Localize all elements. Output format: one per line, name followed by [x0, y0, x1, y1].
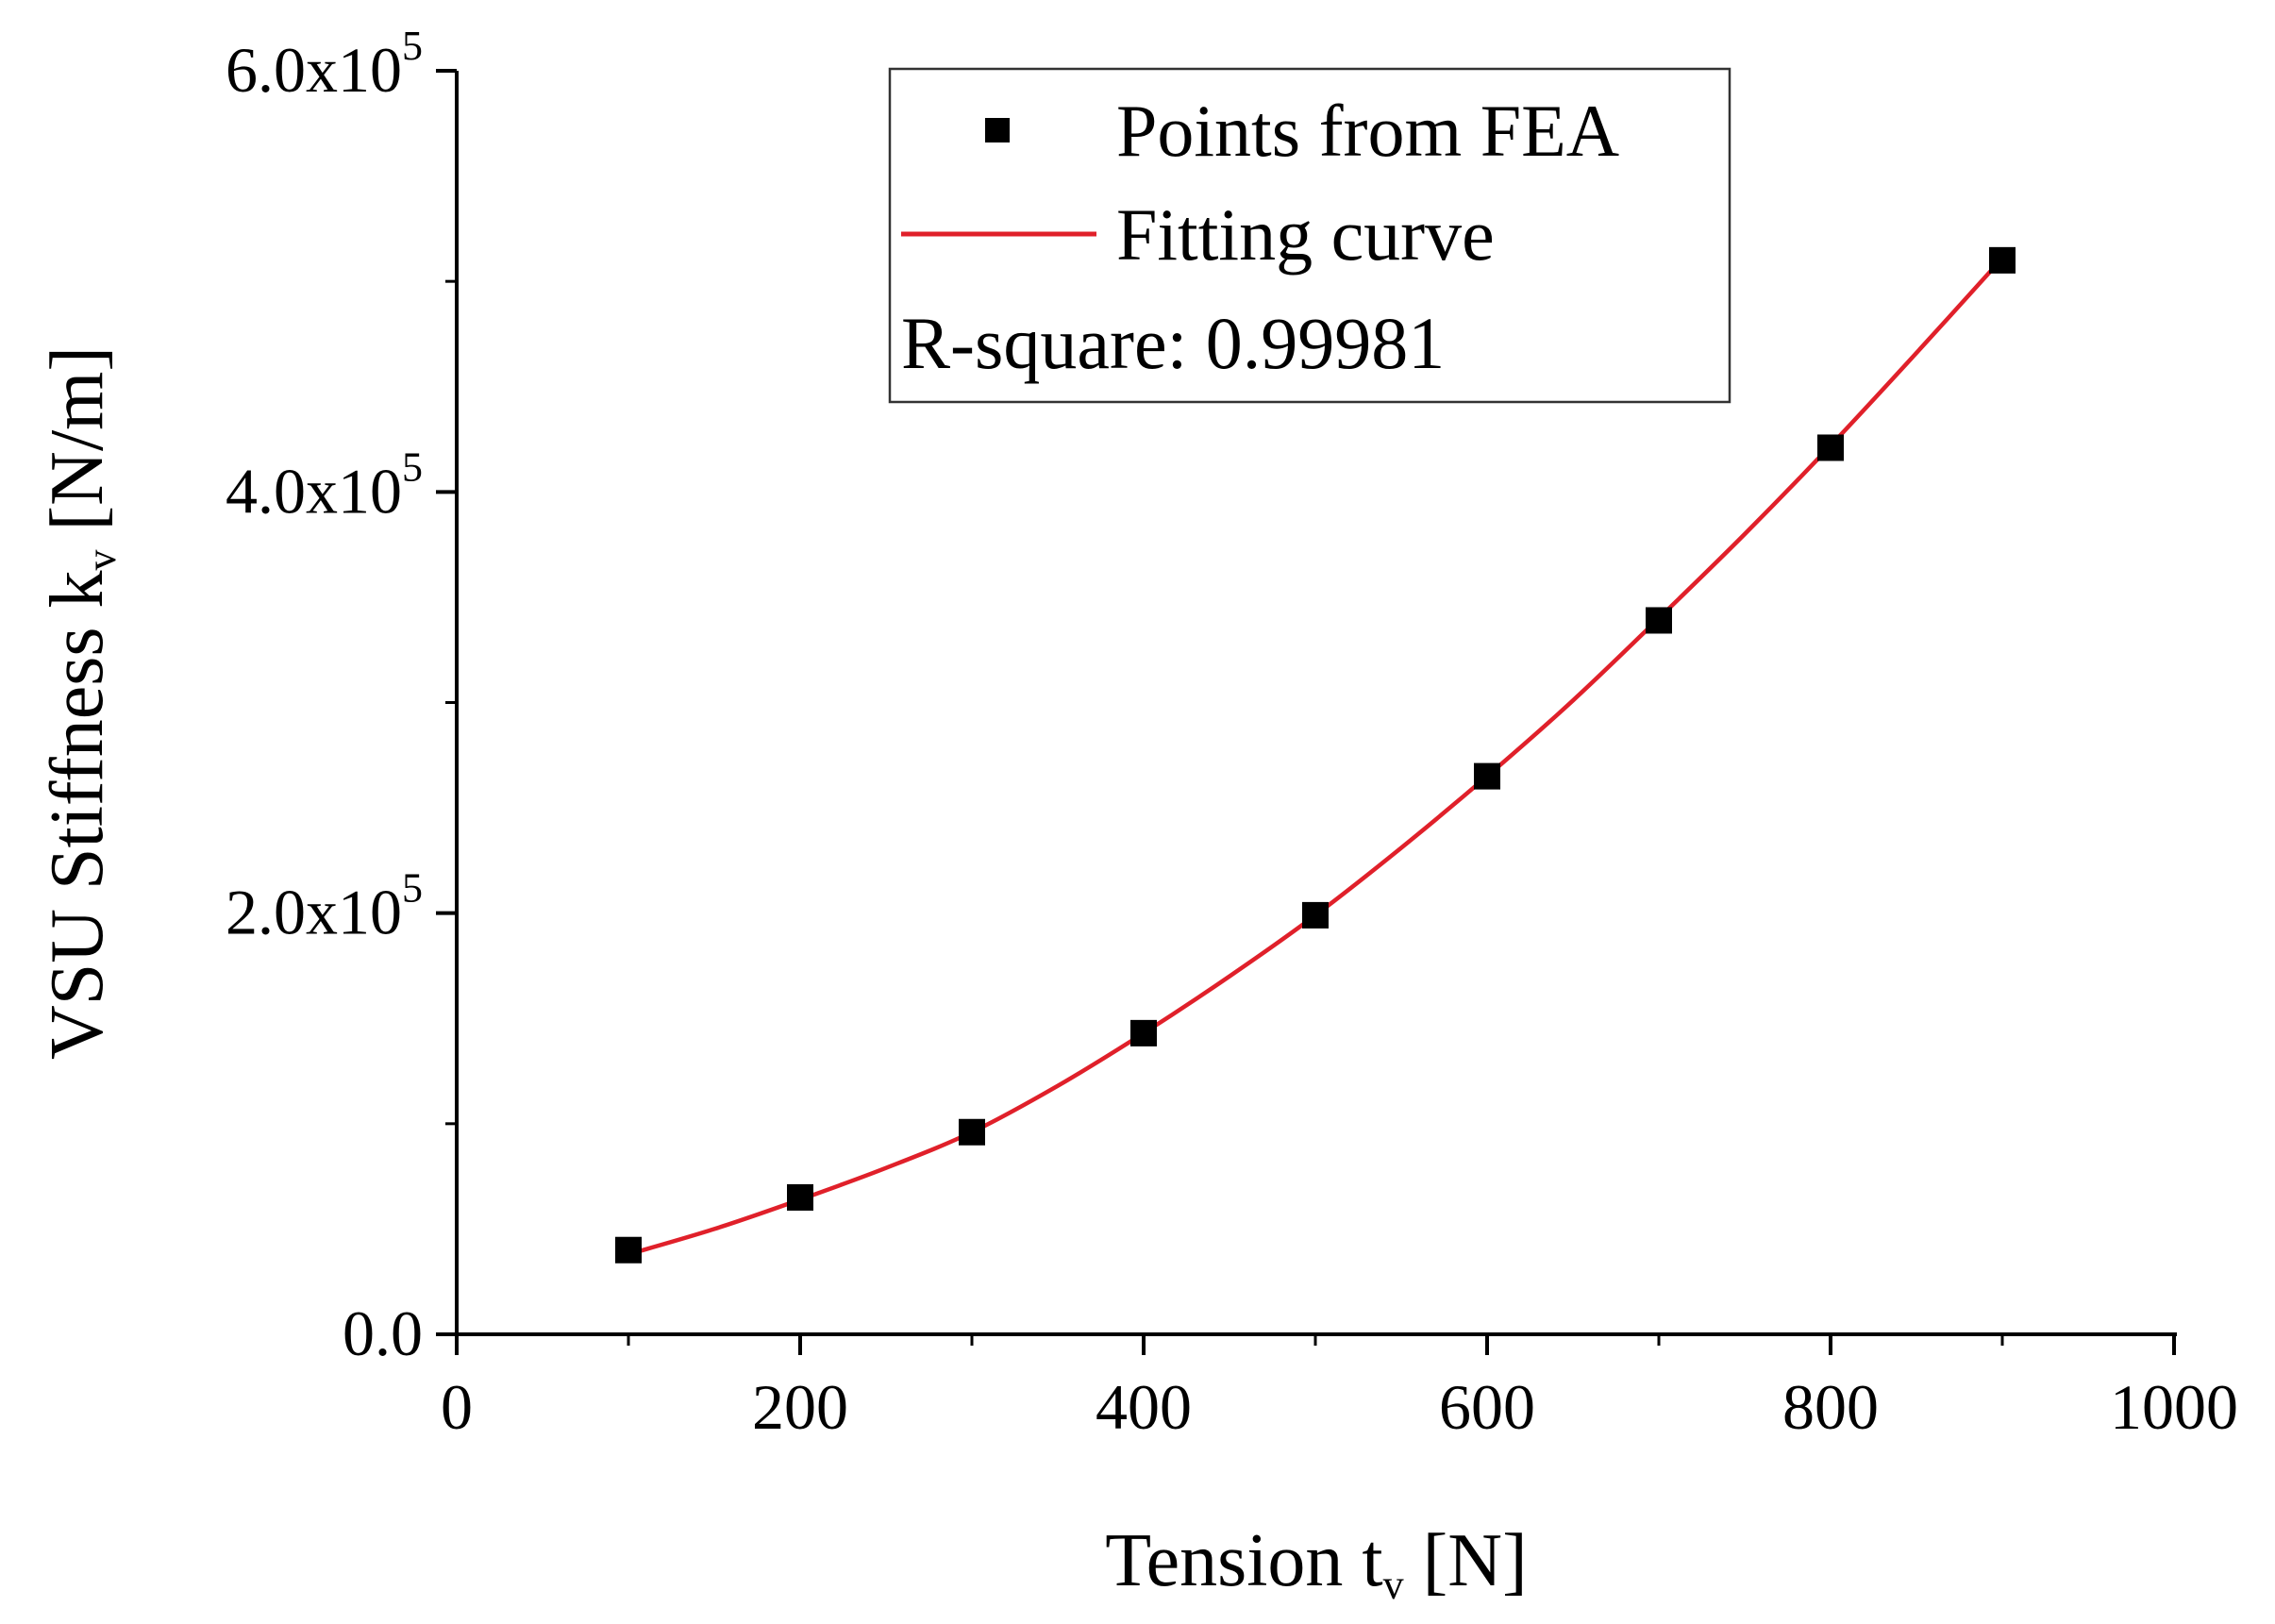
fea-point — [1130, 1019, 1157, 1046]
y-tick-label: 4.0x105 — [226, 444, 423, 527]
fea-point — [959, 1118, 985, 1146]
fitting-curve-layer — [627, 257, 2004, 1257]
x-tick-label: 600 — [1439, 1371, 1535, 1443]
legend-annotation-r-square: R-square: 0.99981 — [901, 302, 1445, 384]
x-tick-label: 1000 — [2110, 1371, 2238, 1443]
fea-point — [615, 1236, 642, 1264]
fea-point — [1302, 901, 1329, 929]
y-tick-label: 0.0 — [343, 1298, 423, 1369]
x-axis-title: Tension tv [N] — [1105, 1519, 1527, 1608]
legend: Points from FEA Fitting curve R-square: … — [888, 67, 1731, 404]
x-tick-label: 200 — [752, 1371, 848, 1443]
x-tick-label: 400 — [1096, 1371, 1192, 1443]
legend-label-fit: Fitting curve — [1116, 193, 1495, 276]
fitting-curve-line — [627, 257, 2004, 1257]
y-axis-title: VSU Stiffness kv [N/m] — [36, 346, 125, 1060]
x-ticks: 0 200 400 600 800 1000 — [441, 1334, 2238, 1443]
legend-label-points: Points from FEA — [1116, 90, 1619, 172]
y-tick-label: 2.0x105 — [226, 865, 423, 948]
fea-points-layer — [615, 246, 2016, 1264]
fea-point — [787, 1183, 813, 1211]
legend-marker-square — [985, 118, 1010, 142]
x-tick-label: 0 — [441, 1371, 473, 1443]
x-tick-label: 800 — [1782, 1371, 1879, 1443]
fea-point — [1817, 434, 1844, 461]
y-tick-label: 6.0x105 — [226, 23, 423, 106]
fea-point — [1474, 762, 1500, 790]
fea-point — [1989, 246, 2016, 274]
y-ticks: 0.0 2.0x105 4.0x105 6.0x105 — [226, 23, 457, 1369]
fea-point — [1646, 607, 1672, 634]
